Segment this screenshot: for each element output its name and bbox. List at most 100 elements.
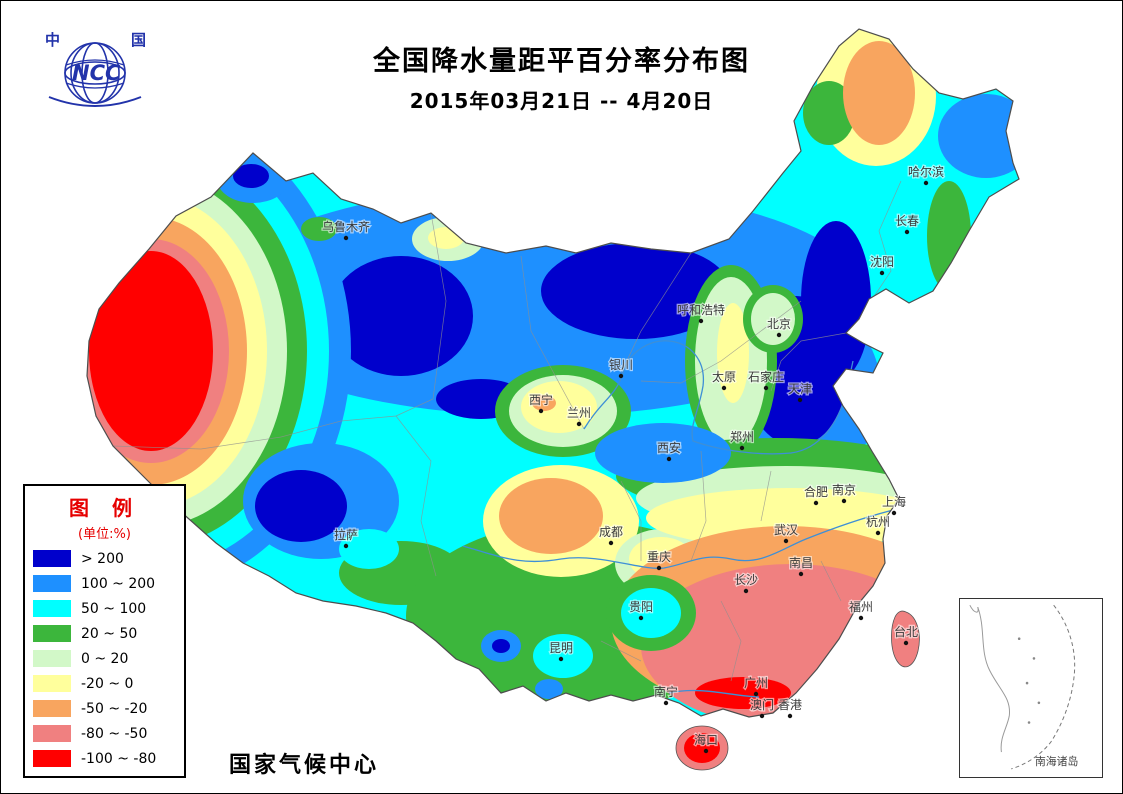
legend-label: > 200	[81, 550, 124, 567]
legend-title: 图 例	[69, 496, 140, 520]
page-title: 全国降水量距平百分率分布图	[373, 46, 750, 77]
city-label: 石家庄	[748, 369, 784, 384]
city-marker-沈阳: 沈阳	[869, 253, 895, 276]
city-dot	[875, 530, 881, 536]
date-range: 2015年03月21日 -- 4月20日	[409, 89, 714, 113]
legend-swatch	[33, 575, 71, 592]
city-marker-昆明: 昆明	[548, 640, 574, 662]
logo-char-left: 中	[45, 31, 60, 49]
legend-label: -50 ~ -20	[81, 700, 148, 717]
globe-icon	[48, 42, 142, 107]
city-dot	[798, 571, 804, 577]
city-marker-天津: 天津	[787, 381, 813, 403]
city-marker-拉萨: 拉萨	[333, 526, 359, 549]
city-dot	[841, 498, 847, 504]
legend-swatch	[33, 725, 71, 742]
inset-dashed-boundary	[1011, 604, 1076, 770]
legend: 图 例 (单位:%) > 200 100 ~ 200 50 ~ 100 20 ~ 50…	[23, 484, 186, 778]
legend-label: 50 ~ 100	[81, 600, 147, 617]
legend-swatch	[33, 750, 71, 767]
city-dot	[703, 748, 709, 754]
city-label: 台北	[894, 624, 918, 639]
city-label: 澳门	[750, 697, 774, 712]
city-dot	[743, 588, 749, 594]
hainan-island	[675, 725, 729, 771]
city-marker-澳门: 澳门	[749, 696, 775, 719]
city-dot	[783, 538, 789, 544]
city-marker-上海: 上海	[881, 493, 907, 516]
legend-item: -20 ~ 0	[33, 675, 184, 692]
country-outline	[86, 28, 1020, 718]
city-marker-哈尔滨: 哈尔滨	[907, 163, 945, 186]
legend-item: 50 ~ 100	[33, 600, 184, 617]
city-dot	[753, 691, 759, 697]
logo-acronym: NCC	[72, 61, 121, 85]
attribution: 国家气候中心	[229, 753, 380, 778]
legend-swatch	[33, 700, 71, 717]
city-label: 杭州	[866, 514, 890, 529]
city-marker-南昌: 南昌	[788, 554, 814, 577]
city-dot	[608, 540, 614, 546]
legend-label: -100 ~ -80	[81, 750, 157, 767]
city-label: 广州	[744, 676, 768, 690]
city-dot	[813, 500, 819, 506]
city-dot	[904, 229, 910, 235]
city-marker-武汉: 武汉	[773, 522, 799, 544]
city-marker-郑州: 郑州	[729, 428, 755, 451]
city-marker-石家庄: 石家庄	[747, 368, 785, 391]
inset-coastline	[969, 604, 1010, 753]
legend-swatch	[33, 625, 71, 642]
legend-rows: > 200 100 ~ 200 50 ~ 100 20 ~ 50 0 ~ 20 -20 ~…	[33, 550, 184, 767]
city-dot	[343, 543, 349, 549]
city-marker-西宁: 西宁	[528, 391, 554, 414]
city-marker-合肥: 合肥	[803, 483, 829, 506]
city-dot	[763, 385, 769, 391]
city-dot	[858, 615, 864, 621]
city-label: 银川	[609, 358, 633, 372]
city-dot	[879, 270, 885, 276]
city-marker-兰州: 兰州	[566, 405, 592, 427]
city-label: 西宁	[529, 392, 553, 407]
city-dot	[923, 180, 929, 186]
legend-swatch	[33, 600, 71, 617]
city-label: 拉萨	[334, 527, 358, 542]
city-dot	[618, 373, 624, 379]
city-label: 武汉	[774, 523, 798, 537]
inset-islands	[1017, 637, 1041, 724]
city-dot	[343, 235, 349, 241]
city-label: 长春	[895, 214, 919, 228]
city-dot	[666, 456, 672, 462]
city-marker-香港: 香港	[777, 697, 803, 719]
city-dot	[538, 408, 544, 414]
city-marker-台北: 台北	[893, 623, 919, 646]
rivers	[462, 340, 898, 698]
inset-label: 南海诸岛	[1035, 754, 1078, 768]
city-dot	[776, 332, 782, 338]
city-dot	[576, 421, 582, 427]
city-label: 哈尔滨	[908, 164, 944, 179]
city-marker-杭州: 杭州	[865, 513, 891, 536]
city-label: 长沙	[734, 573, 758, 587]
city-marker-福州: 福州	[848, 598, 874, 621]
legend-item: 20 ~ 50	[33, 625, 184, 642]
city-label: 太原	[712, 369, 736, 384]
city-label: 天津	[788, 382, 812, 396]
legend-label: 20 ~ 50	[81, 625, 138, 642]
city-label: 北京	[767, 317, 791, 331]
city-dot	[721, 385, 727, 391]
city-dot	[558, 656, 564, 662]
city-marker-南京: 南京	[831, 481, 857, 504]
city-marker-海口: 海口	[693, 731, 719, 754]
city-marker-广州: 广州	[743, 675, 769, 697]
legend-item: -50 ~ -20	[33, 700, 184, 717]
city-dot	[638, 615, 644, 621]
legend-label: -20 ~ 0	[81, 675, 134, 692]
city-dot	[759, 713, 765, 719]
city-label: 西安	[657, 440, 681, 455]
city-label: 乌鲁木齐	[322, 219, 370, 234]
legend-label: 0 ~ 20	[81, 650, 129, 667]
city-label: 兰州	[567, 406, 591, 420]
legend-item: > 200	[33, 550, 184, 567]
